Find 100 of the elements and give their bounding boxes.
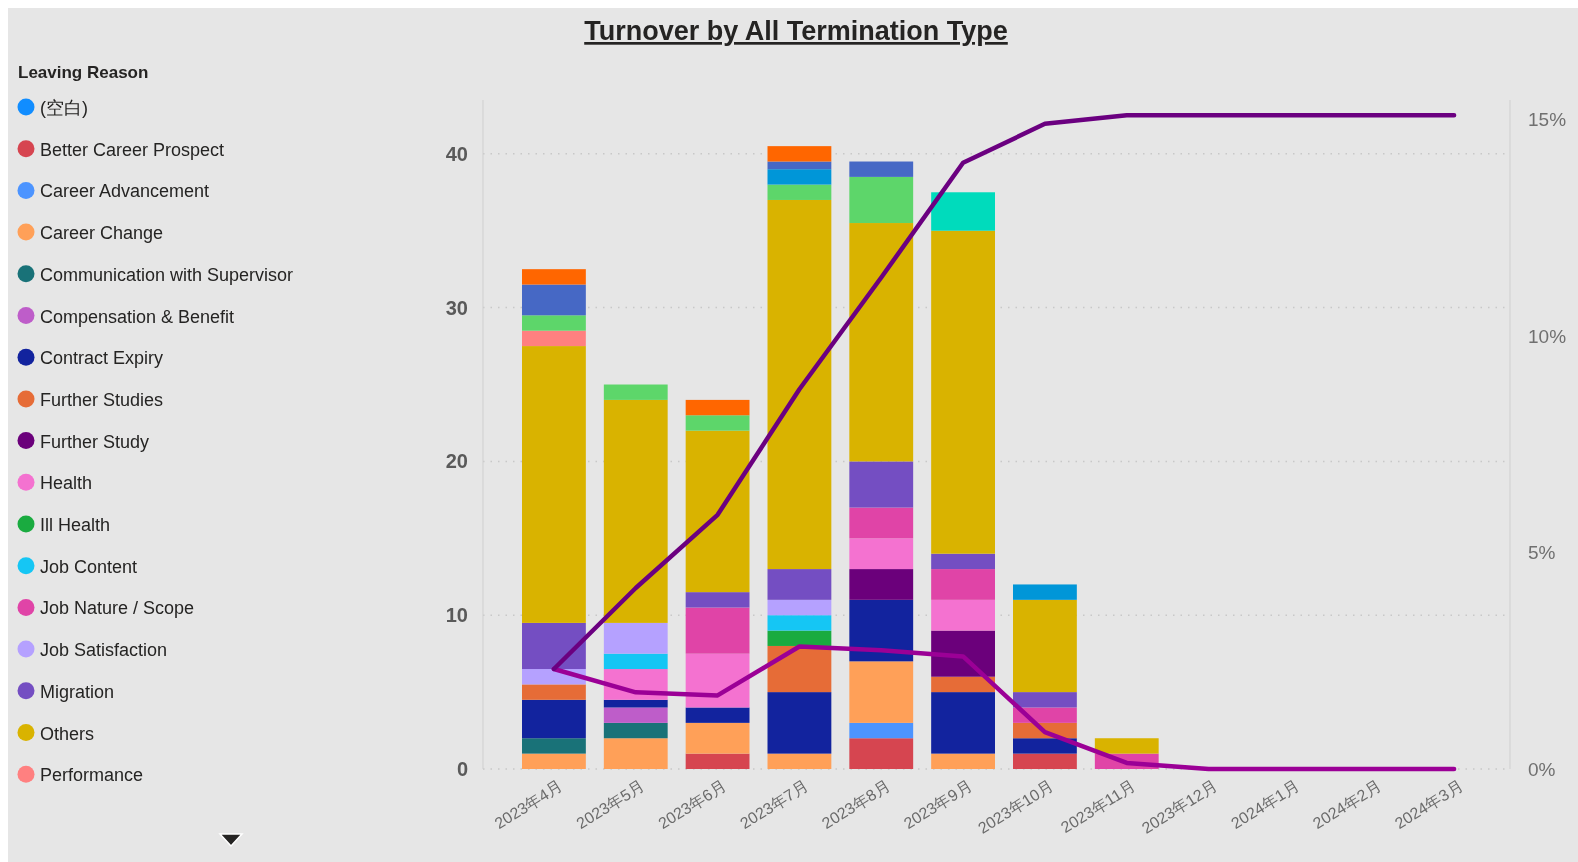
bar bbox=[931, 630, 995, 677]
x-tick-label: 2023年5月 bbox=[573, 777, 648, 833]
y-tick-label: 30 bbox=[445, 296, 468, 319]
x-tick-label: 2024年3月 bbox=[1391, 777, 1466, 833]
bar bbox=[849, 161, 914, 177]
bar bbox=[767, 599, 832, 616]
x-tick-label: 2023年10月 bbox=[975, 777, 1057, 837]
bar bbox=[1013, 738, 1077, 754]
bar bbox=[522, 753, 586, 769]
bar bbox=[603, 699, 668, 708]
bar bbox=[522, 699, 586, 739]
x-tick-label: 2023年4月 bbox=[491, 777, 566, 833]
bar bbox=[767, 630, 832, 646]
bar bbox=[685, 753, 750, 769]
bar bbox=[931, 676, 995, 693]
bar bbox=[931, 192, 995, 231]
bar bbox=[603, 707, 668, 723]
bar bbox=[603, 738, 668, 769]
bar bbox=[685, 592, 750, 608]
x-tick-label: 2024年2月 bbox=[1309, 777, 1384, 833]
legend-label: Further Studies bbox=[40, 389, 164, 410]
bar bbox=[603, 722, 668, 739]
y-tick-label: 0 bbox=[456, 758, 468, 780]
legend-label: Better Career Prospect bbox=[40, 139, 225, 160]
bar bbox=[685, 607, 750, 654]
bar bbox=[767, 146, 832, 162]
bar bbox=[522, 738, 586, 754]
bar bbox=[1013, 599, 1077, 693]
legend-label: Migration bbox=[40, 681, 115, 702]
y-tick-label: 20 bbox=[445, 450, 468, 473]
bar bbox=[685, 722, 750, 754]
bar bbox=[522, 315, 586, 331]
x-tick-label: 2023年7月 bbox=[737, 777, 812, 833]
bar bbox=[522, 284, 586, 316]
bar bbox=[931, 230, 995, 554]
bar bbox=[1094, 738, 1159, 754]
bar bbox=[1013, 692, 1077, 708]
bar bbox=[603, 653, 668, 670]
legend-label: Health bbox=[40, 473, 93, 494]
bar bbox=[931, 569, 995, 600]
bar bbox=[849, 507, 914, 539]
bar bbox=[1013, 753, 1077, 769]
y2-tick-label: 0% bbox=[1528, 759, 1556, 780]
bar bbox=[685, 707, 750, 723]
bar bbox=[522, 622, 586, 670]
bar bbox=[849, 176, 914, 224]
x-tick-label: 2023年12月 bbox=[1138, 777, 1221, 837]
x-tick-label: 2024年1月 bbox=[1228, 777, 1303, 833]
legend-label: Career Change bbox=[40, 223, 164, 244]
bar bbox=[767, 569, 832, 600]
y-tick-label: 10 bbox=[445, 604, 468, 627]
y-tick-label: 40 bbox=[445, 142, 468, 165]
bar bbox=[767, 184, 832, 200]
bar bbox=[931, 692, 995, 754]
legend-label: Ill Health bbox=[40, 515, 111, 535]
bar bbox=[1013, 584, 1077, 600]
bar bbox=[767, 199, 832, 570]
y2-tick-label: 10% bbox=[1528, 325, 1567, 347]
x-tick-label: 2023年9月 bbox=[900, 777, 975, 833]
bar bbox=[603, 399, 668, 623]
legend-label: Further Study bbox=[40, 431, 150, 452]
legend-label: Job Satisfaction bbox=[40, 640, 168, 661]
legend-label: Compensation & Benefit bbox=[40, 306, 235, 327]
bar bbox=[849, 599, 914, 662]
bar bbox=[685, 415, 750, 431]
bar bbox=[685, 430, 750, 593]
legend-title: Leaving Reason bbox=[18, 63, 149, 82]
bar bbox=[603, 622, 668, 654]
bar bbox=[767, 169, 832, 185]
bar bbox=[767, 615, 832, 631]
bar bbox=[849, 461, 914, 508]
bar bbox=[849, 569, 914, 600]
legend-label: Job Content bbox=[40, 556, 138, 577]
line-series bbox=[551, 112, 1457, 672]
bar bbox=[849, 722, 914, 739]
x-tick-label: 2023年11月 bbox=[1057, 777, 1139, 837]
bar bbox=[767, 692, 832, 754]
legend-label: Job Nature / Scope bbox=[40, 598, 195, 619]
bar bbox=[849, 223, 914, 462]
legend-label: Communication with Supervisor bbox=[40, 264, 294, 285]
bar bbox=[931, 599, 995, 631]
y2-tick-label: 15% bbox=[1528, 109, 1567, 131]
legend-label: (空白) bbox=[40, 98, 88, 118]
bar bbox=[767, 161, 832, 170]
x-tick-label: 2023年6月 bbox=[655, 777, 730, 833]
x-tick-label: 2023年8月 bbox=[818, 777, 893, 833]
legend-label: Career Advancement bbox=[40, 181, 210, 202]
chart-title: Turnover by All Termination Type bbox=[584, 16, 1008, 46]
bar bbox=[522, 269, 586, 285]
legend-label: Contract Expiry bbox=[40, 348, 164, 369]
bar bbox=[849, 661, 914, 723]
bar bbox=[931, 753, 995, 769]
bar bbox=[603, 384, 668, 400]
bar bbox=[522, 684, 586, 700]
bar bbox=[931, 553, 995, 570]
bar bbox=[685, 399, 750, 416]
bar bbox=[849, 738, 914, 769]
bar bbox=[522, 346, 586, 623]
legend-label: Performance bbox=[40, 765, 144, 786]
bar bbox=[522, 330, 586, 347]
